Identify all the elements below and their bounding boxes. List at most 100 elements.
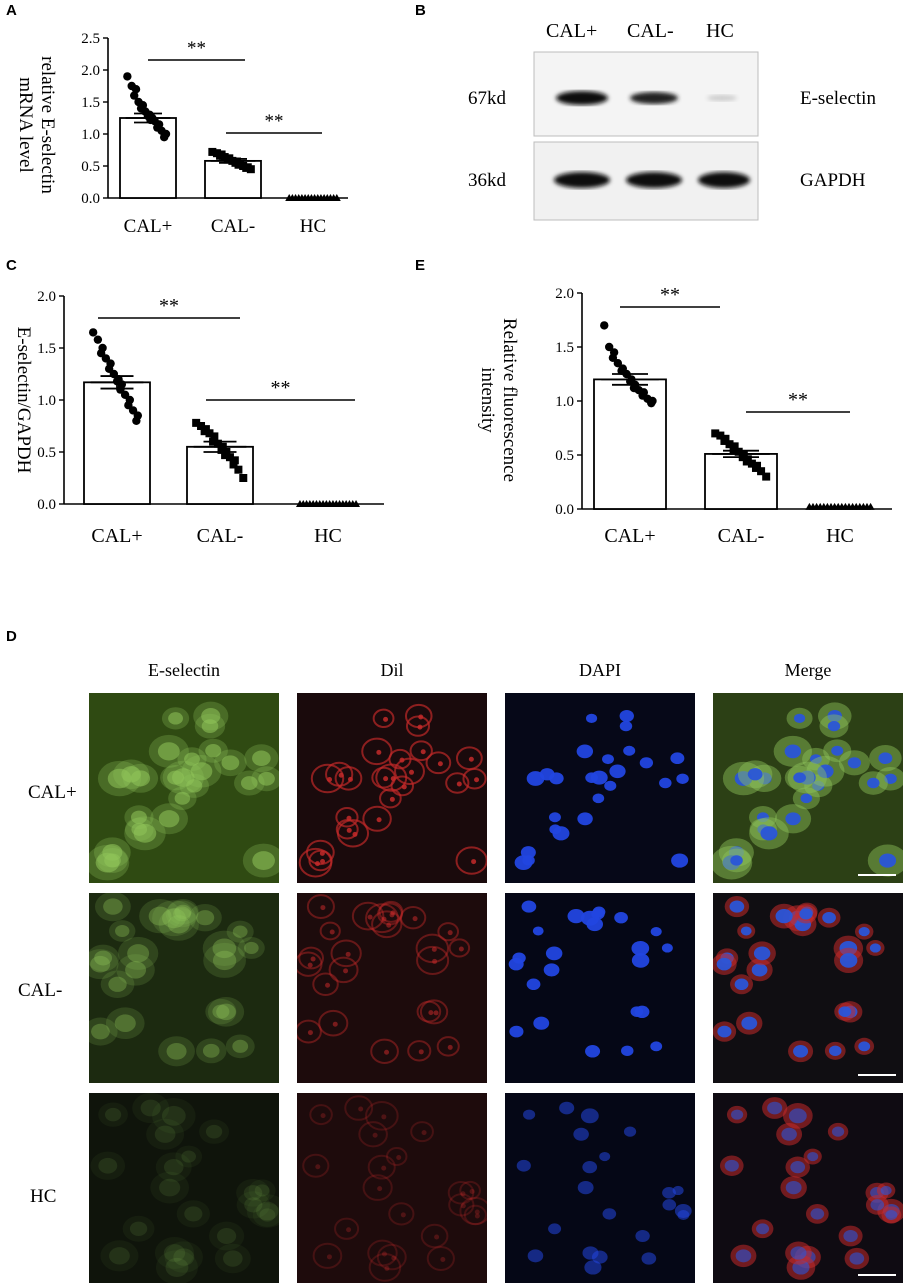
- cell-body: [167, 770, 185, 785]
- nucleus: [793, 772, 806, 783]
- cell-body: [154, 1237, 195, 1270]
- nucleus: [847, 757, 862, 769]
- cell-membrane: [375, 763, 408, 792]
- chart-e-point: [716, 431, 725, 440]
- chart-a-ytick-label: 2.0: [81, 63, 100, 79]
- chart-c-ylabel: E-selectin/GAPDH: [13, 327, 34, 474]
- micrograph-e-selectin-cal-plus: [89, 693, 279, 883]
- nucleus: [548, 1223, 562, 1235]
- nucleus: [526, 978, 541, 991]
- cell-membrane: [447, 930, 453, 936]
- cell-body: [259, 1208, 276, 1222]
- cell-body: [158, 1036, 195, 1067]
- cell-body: [89, 1017, 118, 1046]
- nucleus: [760, 826, 778, 841]
- cell-body: [165, 1257, 189, 1277]
- cell-membrane: [456, 781, 462, 787]
- chart-e-point: [725, 440, 734, 449]
- nucleus: [677, 1210, 690, 1220]
- nucleus: [604, 780, 617, 791]
- chart-c-xtick-label: HC: [314, 525, 342, 547]
- cell-membrane: [351, 901, 385, 931]
- nucleus: [810, 1208, 825, 1220]
- nucleus: [810, 754, 822, 765]
- blot-band-e-selectin-cal-plus: [556, 91, 608, 105]
- micrograph-e-selectin-cal-minus: [89, 893, 279, 1083]
- cell-membrane: [445, 772, 470, 794]
- nucleus: [599, 1151, 611, 1162]
- chart-c-point: [205, 429, 214, 438]
- nucleus: [716, 957, 732, 971]
- cell-body: [158, 810, 180, 828]
- nucleus: [838, 1006, 852, 1017]
- nucleus: [609, 764, 626, 779]
- cell-body: [89, 949, 119, 980]
- chart-a-point: [159, 133, 169, 142]
- cell-body: [146, 1118, 185, 1150]
- cell-membrane: [325, 761, 354, 787]
- nucleus: [532, 926, 544, 936]
- chart-c-point: [192, 418, 201, 427]
- nucleus: [577, 812, 593, 826]
- micrograph-dapi-cal-minus: [505, 893, 695, 1083]
- nucleus: [585, 713, 598, 723]
- cell-body: [139, 898, 182, 934]
- cell-membrane: [436, 1036, 460, 1057]
- nucleus: [623, 1126, 637, 1137]
- nucleus: [884, 773, 897, 784]
- cell-membrane: [412, 916, 418, 922]
- chart-c-ytick-label: 1.5: [37, 341, 56, 357]
- chart-e-point: [613, 359, 623, 368]
- cell-membrane: [426, 1246, 455, 1271]
- cell-membrane: [362, 1174, 393, 1201]
- nucleus: [858, 1041, 871, 1052]
- cell-membrane: [437, 922, 460, 942]
- cell-body: [105, 1007, 145, 1040]
- cell-membrane: [416, 1000, 442, 1023]
- chart-e-point: [762, 472, 771, 481]
- cell-body: [252, 851, 275, 871]
- cell-body: [165, 900, 199, 928]
- nucleus: [539, 768, 555, 781]
- cell-body: [127, 944, 150, 963]
- cell-body: [103, 898, 123, 915]
- cell-body: [216, 1228, 237, 1245]
- chart-a-ytick-label: 1.0: [81, 127, 100, 143]
- nucleus: [650, 1041, 663, 1052]
- cell-body: [207, 997, 245, 1027]
- micrograph-merge-hc: [713, 1093, 903, 1283]
- blot-lane-cal-plus: CAL+: [546, 20, 598, 42]
- cell-body: [94, 950, 113, 966]
- micrograph-cells: [298, 703, 487, 878]
- cell-membrane: [334, 1217, 360, 1240]
- panel-letter-c: C: [6, 257, 17, 274]
- chart-c-xtick-label: CAL+: [91, 525, 142, 547]
- cell-body: [181, 1150, 197, 1163]
- chart-a-point: [246, 165, 255, 174]
- cell-membrane: [471, 859, 477, 865]
- nucleus: [785, 1180, 802, 1195]
- cell-body: [167, 915, 190, 934]
- nucleus: [619, 710, 634, 723]
- nucleus: [785, 812, 801, 826]
- cell-membrane: [381, 1251, 387, 1257]
- cell-body: [152, 1098, 196, 1134]
- chart-e-point: [734, 447, 743, 456]
- micrograph-cells: [90, 1093, 279, 1283]
- cell-membrane: [302, 1153, 330, 1178]
- cell-body: [116, 954, 155, 986]
- cell-membrane: [425, 751, 452, 775]
- nucleus: [717, 1025, 732, 1038]
- cell-body: [164, 1241, 203, 1273]
- cell-membrane: [344, 1095, 374, 1121]
- chart-e-point: [604, 342, 614, 352]
- cell-membrane: [378, 900, 404, 923]
- cell-body: [90, 1151, 126, 1180]
- cell-membrane: [410, 1121, 434, 1143]
- cell-body: [199, 1119, 230, 1144]
- nucleus: [543, 963, 560, 977]
- chart-c-point: [88, 328, 98, 337]
- nucleus: [843, 1230, 858, 1243]
- cell-membrane: [318, 1009, 349, 1037]
- chart-e-ytick-label: 2.0: [555, 286, 574, 302]
